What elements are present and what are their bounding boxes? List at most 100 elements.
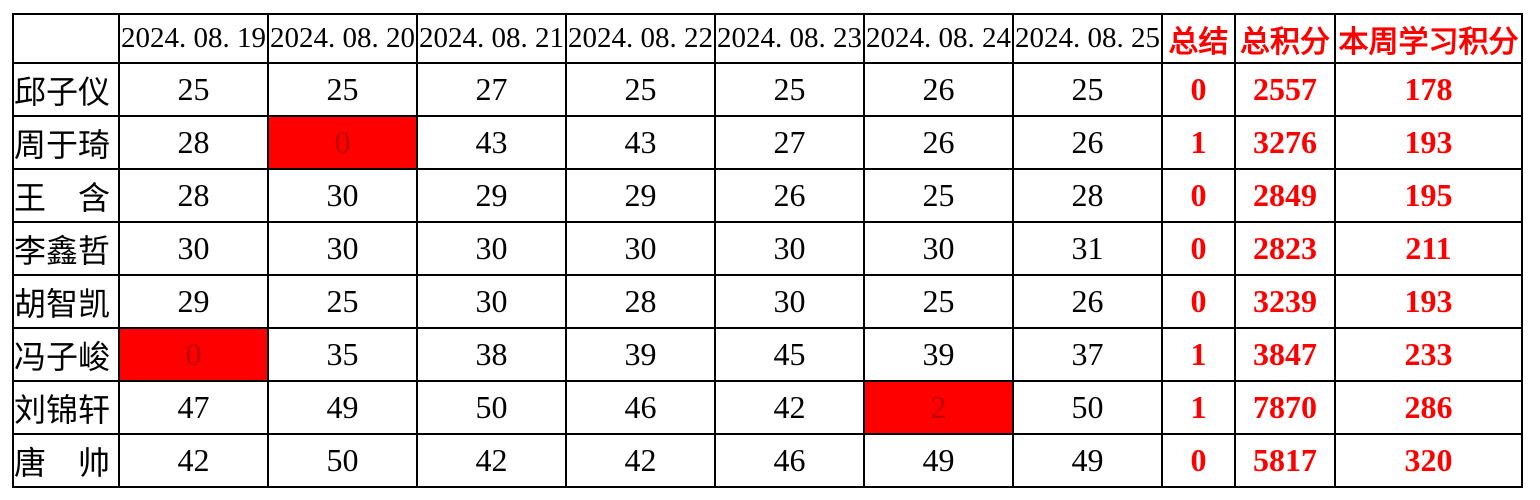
student-name: 冯子峻 [12, 327, 120, 382]
daily-score-cell: 29 [416, 168, 567, 223]
total-points-cell: 2823 [1234, 221, 1336, 276]
daily-score-cell: 28 [1012, 168, 1163, 223]
daily-score-cell: 29 [565, 168, 716, 223]
daily-score-cell: 42 [565, 433, 716, 488]
table-row: 邱子仪 25 25 27 25 25 26 25 0 2557 178 [12, 62, 1523, 117]
week-points-cell: 320 [1334, 433, 1523, 488]
total-points-cell: 2557 [1234, 62, 1336, 117]
daily-score-cell: 43 [565, 115, 716, 170]
summary-cell: 0 [1161, 221, 1236, 276]
week-points-cell: 195 [1334, 168, 1523, 223]
student-name: 刘锦轩 [12, 380, 120, 435]
col-header-date-5: 2024. 08. 23 [714, 13, 865, 64]
total-points-cell: 2849 [1234, 168, 1336, 223]
table-row: 周于琦 28 0 43 43 27 26 26 1 3276 193 [12, 115, 1523, 170]
daily-score-cell: 31 [1012, 221, 1163, 276]
col-header-date-2: 2024. 08. 20 [267, 13, 418, 64]
daily-score-cell: 30 [267, 221, 418, 276]
summary-cell: 0 [1161, 433, 1236, 488]
daily-score-cell: 25 [1012, 62, 1163, 117]
daily-score-cell: 25 [863, 274, 1014, 329]
daily-score-cell: 25 [267, 274, 418, 329]
daily-score-cell: 50 [1012, 380, 1163, 435]
daily-score-cell: 43 [416, 115, 567, 170]
summary-cell: 1 [1161, 115, 1236, 170]
header-row: 2024. 08. 19 2024. 08. 20 2024. 08. 21 2… [12, 13, 1523, 64]
daily-score-cell: 50 [416, 380, 567, 435]
daily-score-cell: 26 [863, 62, 1014, 117]
col-header-date-4: 2024. 08. 22 [565, 13, 716, 64]
summary-cell: 1 [1161, 380, 1236, 435]
summary-cell: 0 [1161, 168, 1236, 223]
daily-score-cell: 28 [118, 168, 269, 223]
total-points-cell: 3276 [1234, 115, 1336, 170]
daily-score-cell: 30 [267, 168, 418, 223]
corner-cell [12, 13, 120, 64]
total-points-cell: 3239 [1234, 274, 1336, 329]
table-row: 唐 帅 42 50 42 42 46 49 49 0 5817 320 [12, 433, 1523, 488]
daily-score-cell-highlighted: 0 [267, 115, 418, 170]
daily-score-cell: 26 [1012, 274, 1163, 329]
daily-score-cell-highlighted: 2 [863, 380, 1014, 435]
daily-score-cell: 27 [714, 115, 865, 170]
daily-score-cell: 25 [565, 62, 716, 117]
col-header-date-6: 2024. 08. 24 [863, 13, 1014, 64]
summary-cell: 0 [1161, 274, 1236, 329]
table-row: 冯子峻 0 35 38 39 45 39 37 1 3847 233 [12, 327, 1523, 382]
daily-score-cell: 39 [565, 327, 716, 382]
total-points-cell: 3847 [1234, 327, 1336, 382]
daily-score-cell: 26 [1012, 115, 1163, 170]
daily-score-cell: 49 [267, 380, 418, 435]
daily-score-cell: 42 [416, 433, 567, 488]
daily-score-cell: 35 [267, 327, 418, 382]
daily-score-cell: 30 [416, 274, 567, 329]
daily-score-cell: 28 [565, 274, 716, 329]
student-name: 胡智凯 [12, 274, 120, 329]
student-name: 李鑫哲 [12, 221, 120, 276]
total-points-cell: 5817 [1234, 433, 1336, 488]
daily-score-cell: 50 [267, 433, 418, 488]
daily-score-cell: 30 [714, 221, 865, 276]
summary-cell: 1 [1161, 327, 1236, 382]
daily-score-cell: 45 [714, 327, 865, 382]
daily-score-cell: 30 [118, 221, 269, 276]
table-row: 胡智凯 29 25 30 28 30 25 26 0 3239 193 [12, 274, 1523, 329]
table-row: 刘锦轩 47 49 50 46 42 2 50 1 7870 286 [12, 380, 1523, 435]
daily-score-cell: 30 [714, 274, 865, 329]
daily-score-cell: 25 [714, 62, 865, 117]
table-body: 邱子仪 25 25 27 25 25 26 25 0 2557 178 周于琦 28 0 43 43 27 26 2… [12, 62, 1523, 488]
total-points-cell: 7870 [1234, 380, 1336, 435]
week-points-cell: 193 [1334, 115, 1523, 170]
daily-score-cell: 30 [565, 221, 716, 276]
student-name: 周于琦 [12, 115, 120, 170]
daily-score-cell: 39 [863, 327, 1014, 382]
daily-score-cell: 25 [118, 62, 269, 117]
week-points-cell: 286 [1334, 380, 1523, 435]
week-points-cell: 193 [1334, 274, 1523, 329]
daily-score-cell: 37 [1012, 327, 1163, 382]
col-header-summary: 总结 [1161, 13, 1236, 64]
daily-score-cell: 49 [1012, 433, 1163, 488]
daily-score-cell: 42 [714, 380, 865, 435]
daily-score-cell: 30 [416, 221, 567, 276]
daily-score-cell: 46 [714, 433, 865, 488]
col-header-date-1: 2024. 08. 19 [118, 13, 269, 64]
daily-score-cell-highlighted: 0 [118, 327, 269, 382]
weekly-score-table: 2024. 08. 19 2024. 08. 20 2024. 08. 21 2… [12, 13, 1523, 488]
daily-score-cell: 26 [714, 168, 865, 223]
col-header-total-points: 总积分 [1234, 13, 1336, 64]
student-name: 邱子仪 [12, 62, 120, 117]
daily-score-cell: 49 [863, 433, 1014, 488]
col-header-date-7: 2024. 08. 25 [1012, 13, 1163, 64]
table-row: 李鑫哲 30 30 30 30 30 30 31 0 2823 211 [12, 221, 1523, 276]
daily-score-cell: 26 [863, 115, 1014, 170]
student-name: 唐 帅 [12, 433, 120, 488]
student-name: 王 含 [12, 168, 120, 223]
week-points-cell: 233 [1334, 327, 1523, 382]
daily-score-cell: 42 [118, 433, 269, 488]
daily-score-cell: 38 [416, 327, 567, 382]
week-points-cell: 178 [1334, 62, 1523, 117]
summary-cell: 0 [1161, 62, 1236, 117]
col-header-week-points: 本周学习积分 [1334, 13, 1523, 64]
